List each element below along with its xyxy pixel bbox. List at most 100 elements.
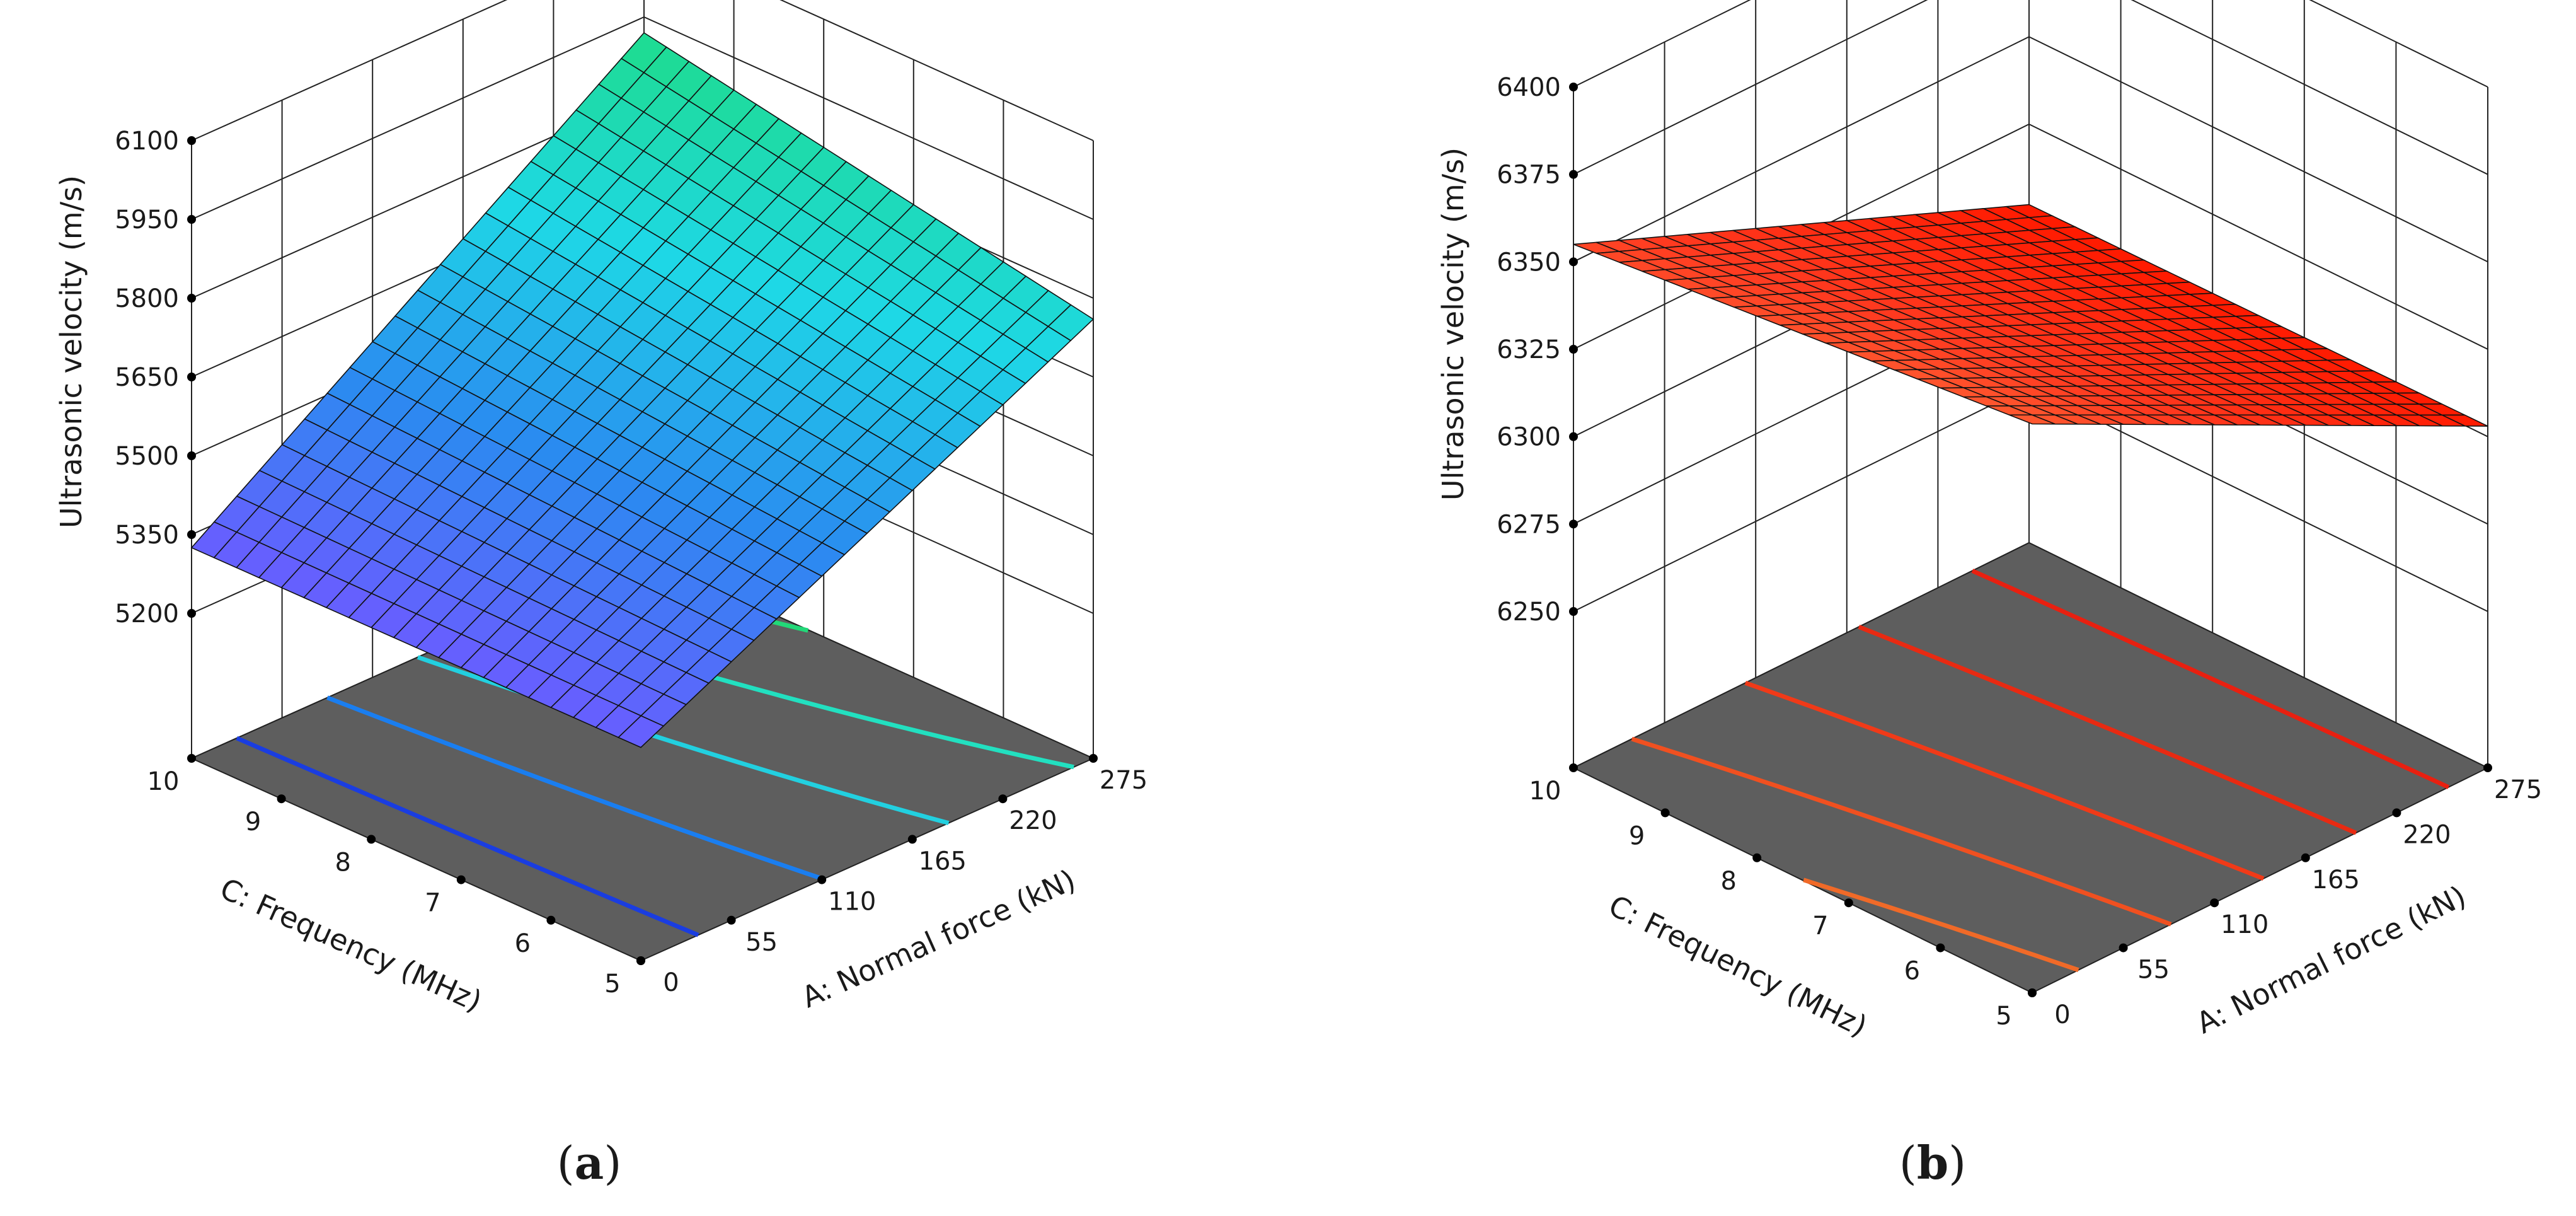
z-tick-label: 5650: [115, 363, 179, 392]
z-tick-mark: [1569, 83, 1578, 91]
y-tick-mark: [1844, 898, 1853, 908]
y-tick-label: 10: [147, 767, 180, 796]
z-tick-label: 6400: [1497, 73, 1561, 102]
contour-line: [1631, 736, 2172, 927]
z-tick-mark: [187, 451, 196, 460]
surface-cell: [2009, 414, 2056, 425]
contour-line: [1971, 569, 2450, 789]
y-tick-mark: [546, 915, 556, 925]
y-tick-mark: [1569, 763, 1578, 772]
z-tick-label: 6325: [1497, 335, 1561, 364]
wall-z-gridline: [1573, 36, 2488, 263]
y-tick-mark: [277, 794, 286, 804]
y-tick-mark: [2028, 988, 2037, 997]
z-tick-mark: [1569, 519, 1578, 529]
y-tick-mark: [1660, 808, 1670, 818]
x-axis-label: A: Normal force (kN): [796, 862, 1080, 1014]
y-tick-mark: [1752, 853, 1762, 862]
x-tick-label: 0: [663, 968, 679, 997]
x-tick-mark: [2392, 808, 2401, 818]
surface: [190, 32, 1095, 748]
y-tick-label: 5: [604, 970, 620, 999]
wall-z-gridline: [191, 16, 1094, 220]
y-tick-mark: [636, 956, 645, 965]
y-tick-label: 9: [245, 808, 261, 837]
y-tick-label: 8: [335, 848, 350, 877]
x-tick-label: 55: [745, 928, 778, 957]
contour-line: [236, 736, 699, 937]
x-tick-mark: [907, 835, 917, 844]
x-tick-mark: [727, 915, 736, 925]
x-tick-label: 275: [2494, 775, 2542, 804]
z-tick-label: 6375: [1497, 161, 1561, 190]
z-tick-mark: [187, 609, 196, 618]
z-tick-label: 6100: [115, 127, 179, 156]
wall-z-gridline: [1573, 0, 2488, 175]
z-tick-label: 6350: [1497, 248, 1561, 277]
x-tick-label: 165: [2312, 866, 2360, 895]
chart-b: 0 55 110 165 220 275 5 6 7 8 9 10 6250 6275 6300 6325 63…: [1436, 0, 2542, 1043]
panel-label-a: (a): [557, 1136, 622, 1190]
y-tick-label: 10: [1529, 777, 1561, 806]
y-tick-label: 6: [1904, 957, 1920, 986]
contour-line: [326, 695, 824, 881]
x-tick-label: 110: [828, 888, 876, 917]
x-tick-label: 220: [1009, 806, 1057, 835]
x-tick-label: 55: [2137, 956, 2170, 985]
panel-label-b: (b): [1899, 1136, 1967, 1190]
z-tick-mark: [187, 530, 196, 539]
y-tick-label: 5: [1996, 1002, 2011, 1031]
z-tick-mark: [187, 215, 196, 224]
x-tick-label: 220: [2403, 820, 2451, 849]
z-tick-mark: [187, 294, 196, 303]
z-axis-label: Ultrasonic velocity (m/s): [54, 175, 88, 528]
y-tick-mark: [187, 754, 196, 763]
y-tick-mark: [1936, 943, 1945, 953]
contour-line: [1744, 680, 2265, 881]
back-walls: [1573, 0, 2488, 768]
x-tick-label: 275: [1100, 766, 1147, 795]
z-tick-mark: [1569, 345, 1578, 354]
y-axis-label: C: Frequency (MHz): [215, 871, 486, 1018]
z-tick-label: 6275: [1497, 510, 1561, 539]
x-tick-mark: [2483, 763, 2492, 772]
y-tick-label: 9: [1629, 821, 1645, 850]
z-tick-mark: [1569, 432, 1578, 441]
wall-z-gridline: [191, 0, 1094, 141]
y-tick-label: 8: [1720, 867, 1736, 896]
z-axis-label: Ultrasonic velocity (m/s): [1436, 148, 1470, 501]
x-tick-mark: [2210, 898, 2219, 908]
x-axis-label: A: Normal force (kN): [2191, 879, 2471, 1040]
y-tick-label: 7: [425, 889, 440, 918]
chart-a: 0 55 110 165 220 275 5 6 7 8 9 10 5200 5350 5500 5650 58…: [54, 0, 1147, 1019]
z-tick-label: 5350: [115, 521, 179, 550]
y-tick-label: 7: [1812, 912, 1828, 941]
y-tick-mark: [367, 835, 376, 844]
z-tick-label: 6250: [1497, 598, 1561, 627]
x-tick-label: 110: [2221, 910, 2268, 939]
z-tick-label: 5950: [115, 206, 179, 235]
y-axis-label: C: Frequency (MHz): [1604, 888, 1873, 1043]
floor-contours: [1631, 569, 2450, 973]
floor: [1572, 541, 2490, 994]
x-tick-label: 165: [919, 847, 967, 876]
x-tick-mark: [998, 794, 1008, 804]
z-tick-label: 5800: [115, 284, 179, 313]
x-tick-mark: [1089, 754, 1098, 763]
z-tick-mark: [187, 373, 196, 381]
x-tick-mark: [2119, 943, 2128, 953]
z-tick-label: 5200: [115, 599, 179, 628]
wall-z-gridline: [1573, 0, 2488, 88]
z-tick-mark: [1569, 257, 1578, 267]
x-tick-mark: [817, 875, 827, 884]
contour-line: [1858, 625, 2357, 835]
y-tick-label: 6: [515, 929, 531, 958]
z-tick-mark: [1569, 170, 1578, 179]
z-tick-label: 5500: [115, 442, 179, 471]
surface: [1573, 204, 2488, 427]
y-tick-mark: [456, 875, 466, 884]
contour-line: [1803, 877, 2079, 973]
x-tick-mark: [2301, 853, 2310, 862]
surface-cell: [617, 715, 665, 748]
